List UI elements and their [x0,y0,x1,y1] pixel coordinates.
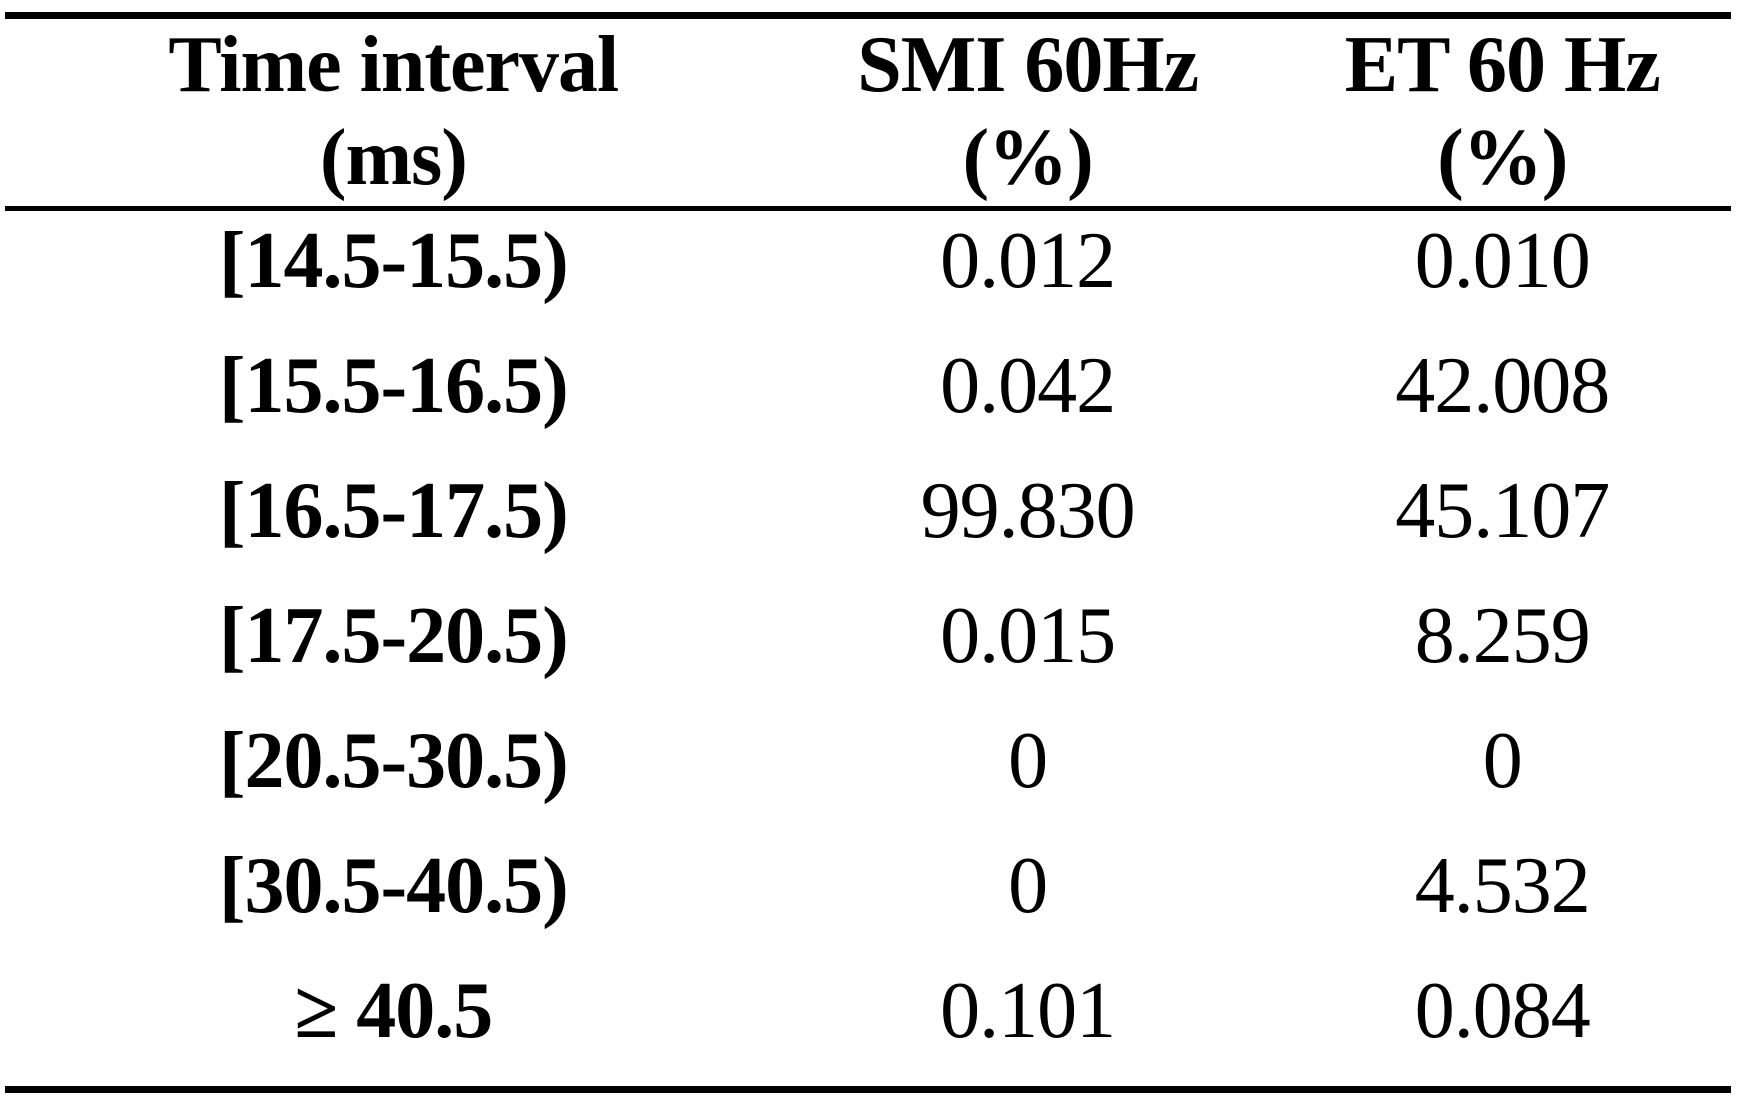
et-value-cell: 4.532 [1414,842,1591,930]
table-row: [16.5-17.5) 99.830 45.107 [5,461,1731,586]
smi-value-cell: 0 [1008,842,1048,930]
et-value-cell: 8.259 [1414,592,1591,680]
col-header-et-60hz: ET 60 Hz (%) [1273,15,1731,211]
table-row: ≥ 40.5 0.101 0.084 [5,961,1731,1090]
table-row: [14.5-15.5) 0.012 0.010 [5,209,1731,337]
interval-cell: [16.5-17.5) [218,467,569,555]
et-value-cell: 0 [1482,717,1523,805]
interval-cell: [30.5-40.5) [218,842,569,930]
col-header-line1: SMI 60Hz [857,21,1199,109]
col-header-line2: (%) [962,114,1094,202]
col-header-line2: (ms) [319,114,468,202]
smi-value-cell: 99.830 [920,467,1136,555]
smi-value-cell: 0.012 [940,217,1116,305]
col-header-line2: (%) [1437,114,1568,202]
interval-cell: [14.5-15.5) [218,217,569,305]
smi-value-cell: 0.015 [940,592,1116,680]
table-row: [30.5-40.5) 0 4.532 [5,836,1731,961]
interval-cell: [17.5-20.5) [218,592,569,680]
smi-value-cell: 0.042 [940,342,1116,430]
header-row: Time interval (ms) SMI 60Hz (%) ET 60 Hz… [5,15,1731,211]
et-value-cell: 42.008 [1395,342,1610,430]
et-value-cell: 0.010 [1414,217,1591,305]
smi-value-cell: 0 [1008,717,1048,805]
table-row: [20.5-30.5) 0 0 [5,711,1731,836]
interval-cell: [20.5-30.5) [218,717,569,805]
interval-cell: ≥ 40.5 [294,967,493,1055]
table-header: Time interval (ms) SMI 60Hz (%) ET 60 Hz… [5,15,1731,211]
col-header-line1: ET 60 Hz [1344,21,1661,109]
smi-value-cell: 0.101 [940,967,1116,1055]
col-header-time-interval: Time interval (ms) [5,15,782,211]
et-value-cell: 45.107 [1395,467,1610,555]
col-header-smi-60hz: SMI 60Hz (%) [781,15,1274,211]
table-row: [15.5-16.5) 0.042 42.008 [5,336,1731,461]
table-row: [17.5-20.5) 0.015 8.259 [5,586,1731,711]
et-value-cell: 0.084 [1414,967,1591,1055]
table-body: [14.5-15.5) 0.012 0.010 [15.5-16.5) 0.04… [5,209,1731,1090]
interval-cell: [15.5-16.5) [218,342,569,430]
latency-distribution-table: Time interval (ms) SMI 60Hz (%) ET 60 Hz… [5,12,1731,1093]
col-header-line1: Time interval [168,21,619,109]
